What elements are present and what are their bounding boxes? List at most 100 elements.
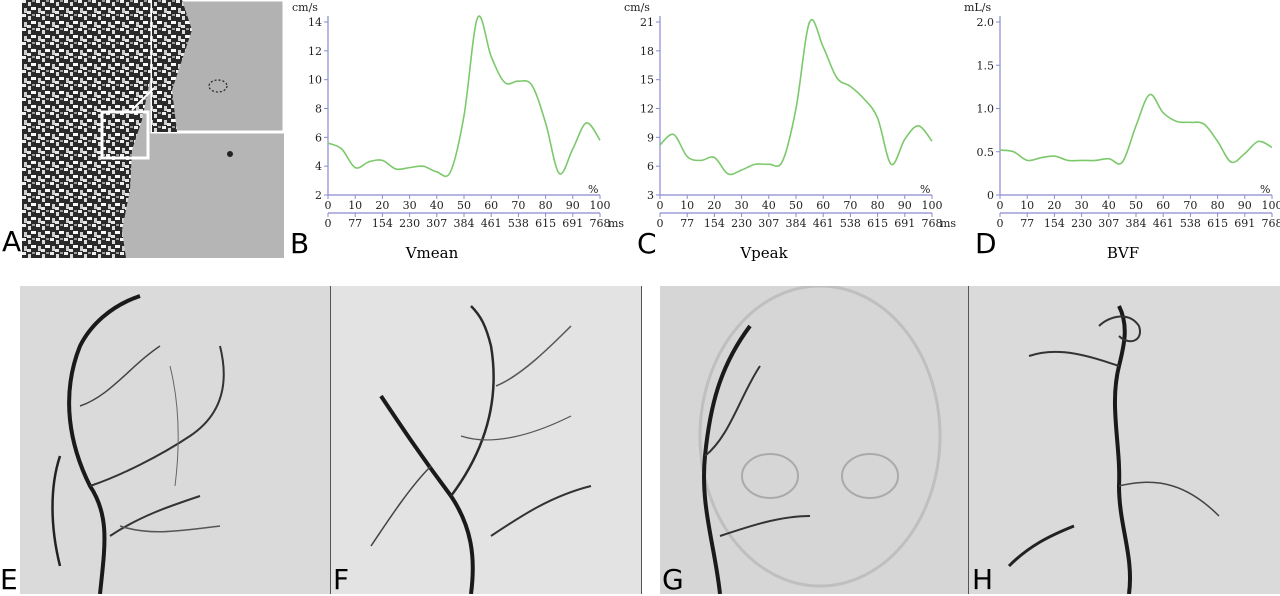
- panel-letter-d: D: [975, 227, 997, 260]
- mri-phase-image-drawing: [22, 0, 284, 258]
- angiogram-e: [20, 286, 331, 594]
- bvf-x-ms-tick-label: 615: [1207, 217, 1228, 230]
- panel-letter-b: B: [290, 227, 310, 260]
- vmean-x-pct-tick-label: 100: [590, 199, 611, 212]
- vmean-x-pct-tick-label: 0: [325, 199, 332, 212]
- bvf-x-pct-tick-label: 50: [1129, 199, 1143, 212]
- vpeak-y-tick-label: 21: [640, 16, 654, 29]
- vpeak-y-tick-label: 12: [640, 103, 654, 116]
- vpeak-x-pct-tick-label: 50: [789, 199, 803, 212]
- vmean-y-axis-label: cm/s: [292, 1, 318, 14]
- bvf-x-ms-tick-label: 77: [1020, 217, 1034, 230]
- bvf-y-tick-label: 2.0: [977, 16, 995, 29]
- vpeak-y-axis-label: cm/s: [624, 1, 650, 14]
- vpeak-x-pct-tick-label: 90: [898, 199, 912, 212]
- bvf-x-pct-tick-label: 10: [1020, 199, 1034, 212]
- vmean-x-ms-unit: ms: [608, 217, 624, 230]
- vmean-x-ms-tick-label: 461: [481, 217, 502, 230]
- bvf-x-pct-tick-label: 60: [1156, 199, 1170, 212]
- bvf-x-pct-tick-label: 30: [1075, 199, 1089, 212]
- angiogram-h-drawing: [969, 286, 1280, 594]
- bvf-x-ms-tick-label: 538: [1180, 217, 1201, 230]
- mri-phase-image: [22, 0, 284, 258]
- vmean-x-pct-tick-label: 20: [375, 199, 389, 212]
- bvf-x-ms-tick-label: 154: [1044, 217, 1065, 230]
- panel-letter-c: C: [637, 227, 657, 260]
- angiogram-f-drawing: [331, 286, 641, 594]
- bvf-x-ms-tick-label: 307: [1098, 217, 1119, 230]
- vmean-y-tick-label: 10: [308, 74, 322, 87]
- bvf-x-pct-tick-label: 70: [1183, 199, 1197, 212]
- bvf-x-ms-tick-label: 384: [1126, 217, 1147, 230]
- vmean-x-pct-tick-label: 80: [539, 199, 553, 212]
- panel-letter-a: A: [2, 225, 22, 258]
- angiogram-g-drawing: [660, 286, 968, 594]
- vpeak-x-ms-tick-label: 461: [813, 217, 834, 230]
- vpeak-x-ms-tick-label: 691: [894, 217, 915, 230]
- bvf-y-tick-label: 0: [987, 189, 994, 202]
- vmean-x-pct-tick-label: 10: [348, 199, 362, 212]
- vmean-series-line: [327, 15, 601, 178]
- vmean-x-ms-tick-label: 0: [325, 217, 332, 230]
- vpeak-y-tick-label: 15: [640, 74, 654, 87]
- vpeak-y-tick-label: 18: [640, 45, 654, 58]
- vmean-y-tick-label: 2: [315, 189, 322, 202]
- panel-letter-e: E: [0, 563, 18, 596]
- bvf-x-pct-tick-label: 20: [1047, 199, 1061, 212]
- vmean-x-pct-tick-label: 70: [511, 199, 525, 212]
- vpeak-x-ms-tick-label: 77: [680, 217, 694, 230]
- vpeak-y-tick-label: 6: [647, 160, 654, 173]
- vmean-x-ms-tick-label: 307: [426, 217, 447, 230]
- bvf-series-line: [999, 93, 1273, 165]
- bvf-x-ms-tick-label: 461: [1153, 217, 1174, 230]
- vpeak-x-pct-tick-label: 70: [843, 199, 857, 212]
- vmean-x-pct-tick-label: 50: [457, 199, 471, 212]
- bvf-x-pct-tick-label: 90: [1238, 199, 1252, 212]
- vmean-x-pct-tick-label: 90: [566, 199, 580, 212]
- vpeak-x-pct-tick-label: 80: [871, 199, 885, 212]
- vmean-y-tick-label: 12: [308, 45, 322, 58]
- vmean-x-ms-tick-label: 77: [348, 217, 362, 230]
- vmean-chart: cm/s 2 4 6 8 10 12 14 0 10 20 30 40 50 60 70 80 90 100% 0 77…: [292, 1, 624, 230]
- bvf-y-tick-label: 1.5: [977, 59, 995, 72]
- vpeak-x-pct-tick-label: 30: [735, 199, 749, 212]
- bvf-x-pct-tick-label: 0: [997, 199, 1004, 212]
- vpeak-y-tick-label: 3: [647, 189, 654, 202]
- angiogram-g: [660, 286, 969, 594]
- vpeak-caption: Vpeak: [740, 244, 788, 262]
- vpeak-x-pct-tick-label: 100: [922, 199, 943, 212]
- vmean-x-ms-tick-label: 615: [535, 217, 556, 230]
- vmean-x-ms-tick-label: 154: [372, 217, 393, 230]
- vmean-x-ms-tick-label: 768: [590, 217, 611, 230]
- vmean-y-tick-label: 14: [308, 16, 322, 29]
- panel-letter-h: H: [972, 563, 994, 596]
- bvf-x-ms-tick-label: 691: [1234, 217, 1255, 230]
- bvf-x-pct-unit: %: [1260, 183, 1270, 196]
- bvf-x-pct-tick-label: 80: [1211, 199, 1225, 212]
- angiogram-e-drawing: [20, 286, 330, 594]
- bvf-x-ms-tick-label: 0: [997, 217, 1004, 230]
- vpeak-x-pct-tick-label: 60: [816, 199, 830, 212]
- bvf-x-ms-tick-label: 230: [1071, 217, 1092, 230]
- panel-letter-f: F: [333, 563, 350, 596]
- vmean-y-tick-label: 6: [315, 131, 322, 144]
- angiogram-h: [969, 286, 1280, 594]
- vpeak-x-ms-tick-label: 615: [867, 217, 888, 230]
- vmean-x-pct-tick-label: 40: [430, 199, 444, 212]
- vmean-x-pct-tick-label: 30: [403, 199, 417, 212]
- vpeak-x-pct-unit: %: [920, 183, 930, 196]
- vpeak-series-line: [659, 18, 933, 176]
- bvf-y-tick-label: 0.5: [977, 146, 995, 159]
- vpeak-x-ms-tick-label: 768: [922, 217, 943, 230]
- vpeak-x-ms-tick-label: 230: [731, 217, 752, 230]
- vpeak-x-ms-unit: ms: [940, 217, 956, 230]
- vpeak-chart: cm/s 3 6 9 12 15 18 21 0 10 20 30 40 50 60 70 80 90 100% 0 7…: [624, 1, 956, 230]
- vpeak-x-ms-tick-label: 384: [786, 217, 807, 230]
- vmean-caption: Vmean: [405, 244, 459, 262]
- vmean-y-tick-label: 4: [315, 160, 322, 173]
- vpeak-x-pct-tick-label: 40: [762, 199, 776, 212]
- vmean-y-tick-label: 8: [315, 103, 322, 116]
- bvf-y-axis-label: mL/s: [964, 1, 991, 14]
- vmean-x-ms-tick-label: 691: [562, 217, 583, 230]
- vmean-x-ms-tick-label: 538: [508, 217, 529, 230]
